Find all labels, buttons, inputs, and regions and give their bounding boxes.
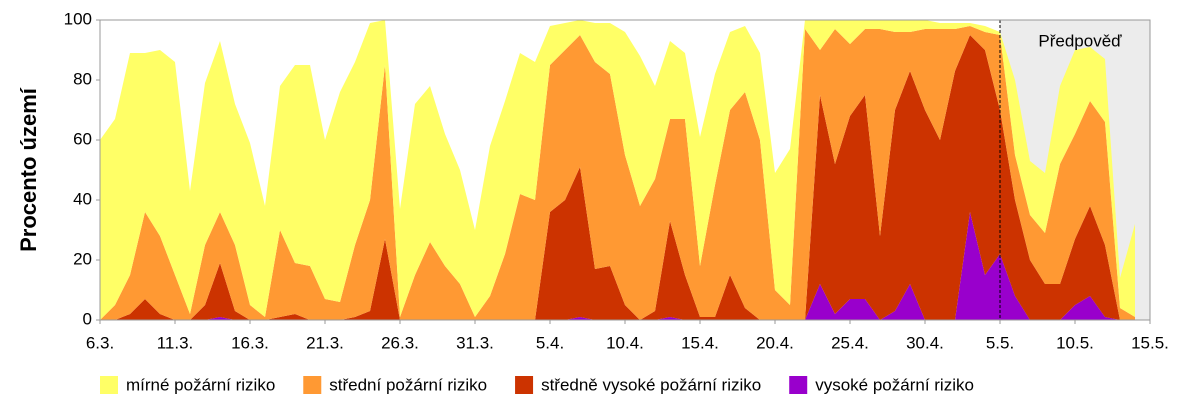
x-tick-label: 16.3. — [231, 333, 269, 352]
x-tick-label: 10.4. — [606, 333, 644, 352]
legend-label: mírné požární riziko — [126, 375, 275, 394]
y-tick-label: 0 — [83, 309, 92, 328]
legend: mírné požární riziko střední požární rizi… — [100, 375, 974, 394]
x-tick-label: 11.3. — [157, 333, 194, 352]
x-tick-label: 15.5. — [1131, 333, 1169, 352]
x-tick-label: 25.4. — [831, 333, 869, 352]
legend-label: středně vysoké požární riziko — [541, 375, 761, 394]
legend-swatch — [515, 376, 534, 394]
areas — [100, 20, 1135, 320]
x-tick-label: 6.3. — [86, 333, 114, 352]
legend-label: vysoké požární riziko — [815, 375, 974, 394]
area — [100, 20, 1135, 320]
y-axis-title: Procento území — [16, 87, 41, 252]
y-tick-label: 60 — [73, 129, 92, 148]
y-tick-label: 100 — [64, 9, 92, 28]
x-tick-label: 5.4. — [536, 333, 564, 352]
x-tick-label: 26.3. — [381, 333, 419, 352]
x-tick-label: 15.4. — [681, 333, 719, 352]
legend-swatch — [100, 376, 118, 394]
x-tick-label: 20.4. — [756, 333, 794, 352]
legend-label: střední požární riziko — [329, 375, 487, 394]
x-tick-label: 10.5. — [1056, 333, 1094, 352]
legend-swatch — [789, 376, 808, 394]
y-tick-label: 80 — [73, 69, 92, 88]
forecast-label: Předpověď — [1038, 31, 1122, 50]
y-tick-label: 20 — [73, 249, 92, 268]
x-tick-label: 31.3. — [456, 333, 494, 352]
area — [100, 35, 1135, 320]
y-tick-label: 40 — [73, 189, 92, 208]
legend-swatch — [303, 376, 322, 394]
x-tick-label: 30.4. — [906, 333, 944, 352]
x-tick-label: 5.5. — [986, 333, 1014, 352]
x-tick-label: 21.3. — [306, 333, 344, 352]
area — [100, 26, 1135, 320]
